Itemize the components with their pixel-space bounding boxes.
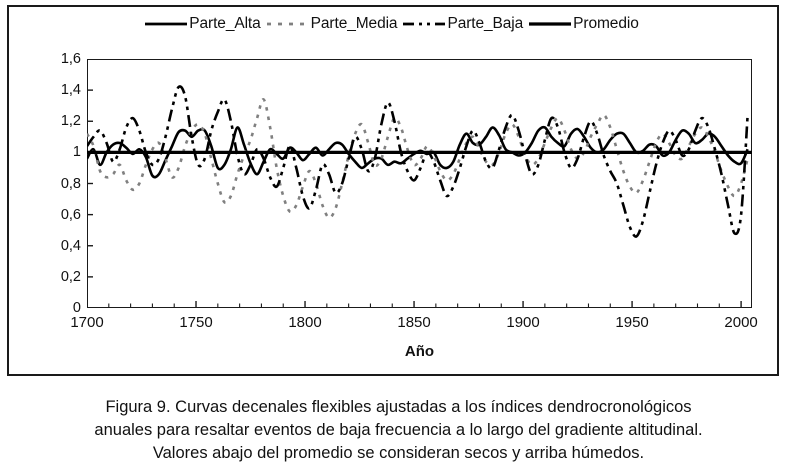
x-tick-label: 1750 [179, 314, 213, 331]
y-tick-label: 0,8 [60, 175, 81, 192]
plot-frame [87, 59, 752, 308]
x-tick-label: 1950 [615, 314, 649, 331]
x-axis-title: Año [404, 343, 435, 360]
x-axis-tick-labels: 1700 1750 1800 1850 1900 1950 2000 [70, 314, 757, 336]
series-line-parte_media [87, 98, 749, 220]
y-tick-label: 1,6 [60, 51, 81, 67]
legend-label-parte-media: Parte_Media [310, 15, 398, 32]
x-tick-label: 2000 [724, 314, 758, 331]
legend-item-parte-alta: Parte_Alta [143, 15, 264, 33]
y-tick-label: 1 [72, 144, 81, 161]
chart-frame: Parte_Alta Parte_Media Parte_Baja Promed… [7, 5, 779, 376]
y-axis-ticks [87, 59, 93, 308]
legend-sample-dotted-gray-icon [265, 17, 311, 31]
y-tick-label: 1,2 [60, 113, 81, 130]
y-tick-label: 1,4 [60, 82, 81, 99]
legend-sample-dashdot-black-icon [401, 17, 447, 31]
y-axis-tick-labels: 0 0,2 0,4 0,6 0,8 1 1,2 1,4 1,6 [35, 51, 81, 316]
plot-area [87, 59, 752, 308]
legend-item-promedio: Promedio [527, 15, 643, 33]
y-tick-label: 0,2 [60, 268, 81, 285]
figure-caption: Figura 9. Curvas decenales flexibles aju… [10, 396, 787, 465]
x-tick-label: 1900 [506, 314, 540, 331]
legend-sample-solid-thick-icon [527, 17, 573, 31]
plot-svg [87, 59, 752, 308]
y-tick-label: 0 [72, 300, 81, 316]
y-tick-label: 0,4 [60, 237, 81, 254]
chart-legend: Parte_Alta Parte_Media Parte_Baja Promed… [9, 15, 777, 33]
y-tick-label: 0,6 [60, 206, 81, 223]
caption-line-3: Valores abajo del promedio se consideran… [152, 444, 645, 462]
legend-item-parte-media: Parte_Media [265, 15, 402, 33]
legend-label-parte-alta: Parte_Alta [189, 15, 261, 32]
legend-sample-solid-black-icon [143, 17, 189, 31]
x-tick-label: 1800 [288, 314, 322, 331]
series-line-parte_baja [87, 85, 749, 238]
caption-line-1: Figura 9. Curvas decenales flexibles aju… [105, 398, 692, 416]
x-axis-ticks [87, 301, 742, 308]
x-tick-label: 1700 [70, 314, 104, 331]
caption-line-2: anuales para resaltar eventos de baja fr… [94, 421, 703, 439]
legend-item-parte-baja: Parte_Baja [401, 15, 527, 33]
legend-label-parte-baja: Parte_Baja [447, 15, 524, 32]
x-tick-label: 1850 [397, 314, 431, 331]
legend-label-promedio: Promedio [573, 15, 639, 32]
